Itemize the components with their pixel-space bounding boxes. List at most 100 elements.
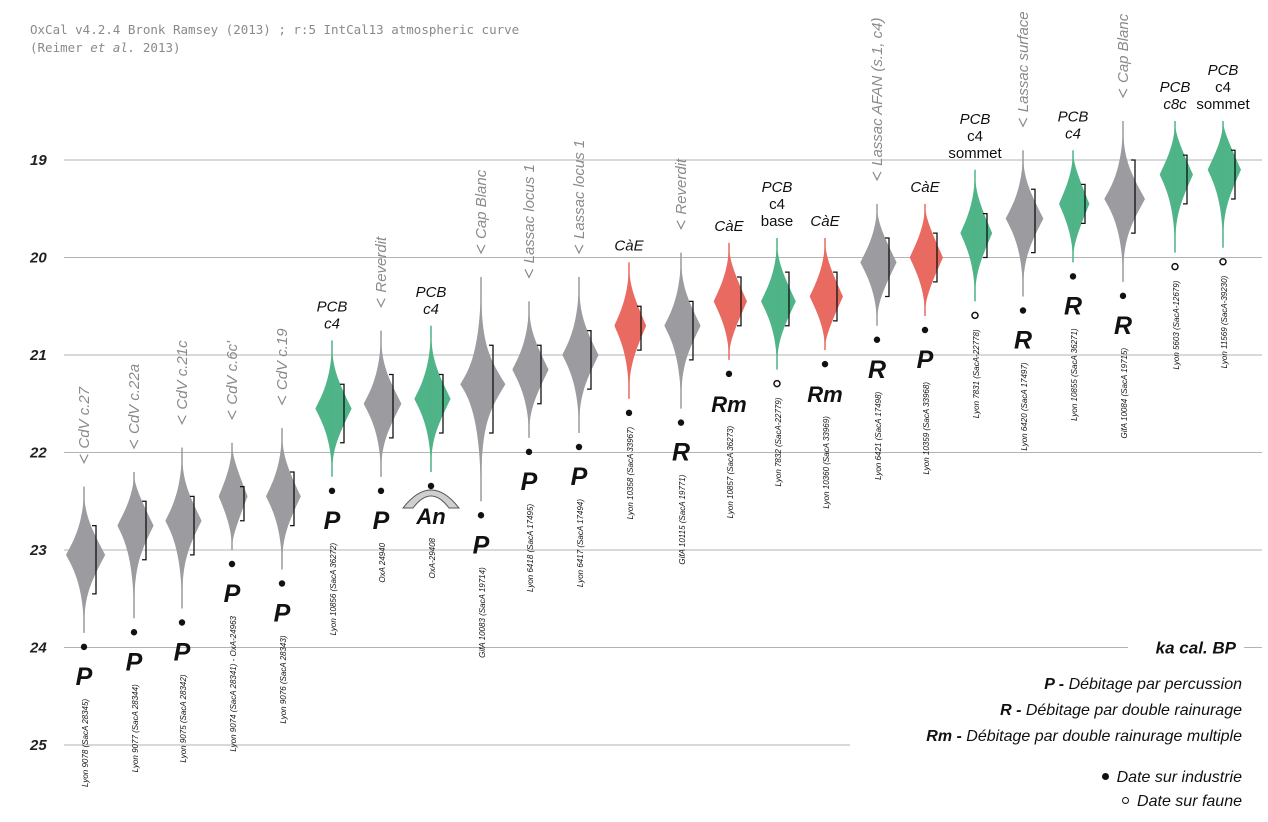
lab-code-2: Lyon 9077 (SacA 28344) bbox=[131, 684, 140, 772]
lab-code-11: Lyon 6417 (SacA 17494) bbox=[576, 499, 585, 587]
range-bracket-20 bbox=[1031, 188, 1036, 254]
industry-dot-9 bbox=[477, 512, 485, 519]
technique-code-6: P bbox=[324, 507, 341, 535]
fauna-dot-23 bbox=[1171, 262, 1179, 271]
distribution-13 bbox=[664, 252, 701, 409]
site-label-6-line-1: PCB bbox=[317, 298, 348, 315]
lab-code-15: Lyon 7832 (SacA-22779) bbox=[774, 397, 783, 486]
site-label-15-line-3: base bbox=[761, 213, 794, 230]
technique-code-10: P bbox=[521, 468, 538, 496]
legend-item-r: R - Débitage par double rainurage bbox=[1000, 702, 1242, 719]
site-chevron-22 bbox=[1118, 88, 1128, 99]
site-label-22: Cap Blanc bbox=[1115, 13, 1132, 83]
lab-code-9: GifA 10083 (SacA 19714) bbox=[478, 567, 487, 658]
range-bracket-3 bbox=[190, 495, 195, 556]
site-chevron-7 bbox=[376, 298, 386, 308]
range-bracket-19 bbox=[983, 212, 988, 259]
lab-code-3: Lyon 9075 (SacA 28342) bbox=[179, 674, 188, 762]
lab-code-13: GifA 10115 (SacA 19771) bbox=[678, 474, 687, 564]
lab-code-5: Lyon 9076 (SacA 28343) bbox=[279, 635, 288, 723]
industry-dot-5 bbox=[278, 580, 286, 587]
site-label-24-line-2: c4 bbox=[1215, 79, 1231, 96]
technique-code-13: R bbox=[672, 439, 690, 467]
range-bracket-17 bbox=[885, 237, 890, 298]
site-label-15-line-2: c4 bbox=[769, 196, 785, 213]
range-bracket-11 bbox=[587, 329, 592, 390]
site-chevron-4 bbox=[227, 410, 237, 421]
technique-code-11: P bbox=[571, 463, 588, 491]
tick-label-25: 25 bbox=[29, 737, 47, 754]
site-chevron-11 bbox=[574, 244, 584, 255]
site-chevron-10 bbox=[524, 269, 534, 279]
range-bracket-8 bbox=[439, 373, 444, 434]
lab-code-14: Lyon 10857 (SacA 36273) bbox=[726, 426, 735, 519]
industry-dot-18 bbox=[921, 326, 929, 334]
lab-code-10: Lyon 6418 (SacA 17495) bbox=[526, 504, 535, 592]
distribution-22 bbox=[1104, 121, 1145, 282]
lab-code-1: Lyon 9078 (SacA 28345) bbox=[81, 699, 90, 787]
lab-code-18: Lyon 10359 (SacA 33968) bbox=[922, 382, 931, 475]
antler-sketch-8 bbox=[401, 489, 461, 509]
site-label-23-line-1: PCB bbox=[1160, 79, 1191, 96]
site-chevron-2 bbox=[129, 439, 139, 450]
site-label-20: Lassac surface bbox=[1015, 11, 1032, 112]
site-label-4: CdV c.6c' bbox=[224, 340, 241, 405]
fauna-dot-15 bbox=[773, 379, 781, 388]
distribution-9 bbox=[460, 277, 506, 502]
site-label-1: CdV c.27 bbox=[76, 386, 93, 448]
site-chevron-17 bbox=[872, 171, 882, 182]
technique-code-4: P bbox=[224, 580, 241, 608]
technique-code-9: P bbox=[473, 531, 490, 559]
technique-code-21: R bbox=[1064, 292, 1082, 320]
industry-dot-14 bbox=[725, 370, 733, 378]
distribution-19 bbox=[960, 169, 993, 302]
lab-code-7: OxA 24940 bbox=[378, 542, 387, 582]
tick-label-23: 23 bbox=[29, 542, 47, 559]
distribution-2 bbox=[117, 472, 154, 619]
site-label-5: CdV c.19 bbox=[274, 328, 291, 390]
lab-code-24: Lyon 11569 (SacA-39230) bbox=[1220, 275, 1229, 368]
distribution-7 bbox=[363, 330, 402, 477]
tick-label-24: 24 bbox=[29, 640, 47, 657]
distribution-11 bbox=[562, 277, 599, 433]
site-label-9: Cap Blanc bbox=[473, 169, 490, 239]
legend-item-rm: Rm - Débitage par double rainurage multi… bbox=[926, 728, 1242, 745]
site-chevron-1 bbox=[79, 454, 89, 464]
filled-dot-icon bbox=[1101, 773, 1109, 781]
range-bracket-9 bbox=[489, 344, 494, 434]
industry-dot-12 bbox=[625, 409, 633, 417]
site-chevron-5 bbox=[277, 395, 287, 406]
range-bracket-14 bbox=[737, 276, 742, 327]
lab-code-16: Lyon 10360 (SacA 33969) bbox=[822, 416, 831, 509]
technique-code-22: R bbox=[1114, 312, 1132, 340]
range-bracket-18 bbox=[933, 232, 938, 283]
range-bracket-2 bbox=[142, 500, 147, 561]
calibration-reference: (Reimer et al. 2013) bbox=[30, 40, 181, 55]
distribution-3 bbox=[165, 447, 202, 609]
technique-code-1: P bbox=[76, 663, 93, 691]
site-label-24-line-1: PCB bbox=[1208, 62, 1239, 79]
site-label-12-line-1: CàE bbox=[614, 237, 644, 254]
industry-dot-20 bbox=[1019, 307, 1027, 314]
site-label-7: Reverdit bbox=[373, 236, 390, 293]
industry-dot-22 bbox=[1119, 292, 1127, 300]
distribution-17 bbox=[860, 203, 897, 326]
range-bracket-4 bbox=[240, 485, 245, 522]
distribution-15 bbox=[761, 238, 796, 370]
site-chevron-20 bbox=[1018, 117, 1028, 128]
distribution-20 bbox=[1005, 150, 1044, 297]
technique-code-8: An bbox=[415, 504, 445, 529]
distribution-1 bbox=[65, 486, 106, 633]
technique-code-17: R bbox=[868, 356, 886, 384]
site-chevron-9 bbox=[476, 244, 486, 255]
lab-code-6: Lyon 10856 (SacA 36272) bbox=[329, 543, 338, 636]
fauna-dot-24 bbox=[1219, 258, 1227, 266]
industry-dot-17 bbox=[873, 336, 881, 343]
open-dot-icon bbox=[1122, 797, 1130, 805]
industry-dot-21 bbox=[1069, 273, 1077, 280]
site-label-19-line-2: c4 bbox=[967, 128, 983, 145]
distribution-5 bbox=[266, 428, 301, 570]
range-bracket-7 bbox=[389, 373, 394, 439]
lab-code-19: Lyon 7831 (SacA-22778) bbox=[972, 329, 981, 418]
